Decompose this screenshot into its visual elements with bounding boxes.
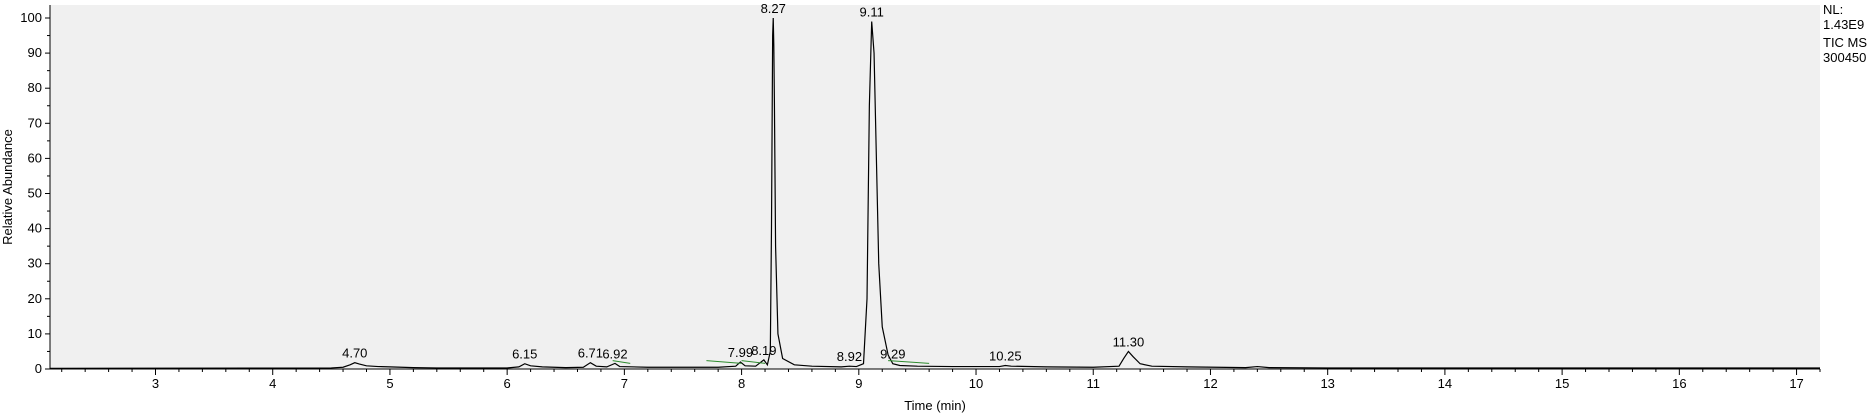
plot-area xyxy=(50,5,1820,369)
y-tick-label: 50 xyxy=(28,186,42,201)
y-tick-label: 90 xyxy=(28,45,42,60)
baseline-marker xyxy=(612,360,631,364)
x-tick-label: 15 xyxy=(1555,376,1569,391)
x-tick-label: 11 xyxy=(1086,376,1100,391)
tic-trace xyxy=(49,17,1820,369)
x-axis-title: Time (min) xyxy=(904,398,966,413)
nl-value: 1.43E9 xyxy=(1823,17,1865,32)
peak-label: 8.19 xyxy=(751,343,776,358)
peak-label: 9.29 xyxy=(880,347,905,362)
y-axis-title: Relative Abundance xyxy=(0,129,15,245)
y-tick-label: 20 xyxy=(28,291,42,306)
x-tick-label: 6 xyxy=(504,376,511,391)
y-tick-label: 80 xyxy=(28,80,42,95)
x-tick-label: 14 xyxy=(1438,376,1452,391)
baseline-marker xyxy=(706,360,742,364)
y-tick-label: 30 xyxy=(28,256,42,271)
x-tick-label: 9 xyxy=(855,376,862,391)
x-tick-label: 7 xyxy=(621,376,628,391)
y-tick-label: 70 xyxy=(28,115,42,130)
sample-name: 300450 xyxy=(1823,50,1867,65)
peak-label: 8.27 xyxy=(761,1,786,16)
x-tick-label: 17 xyxy=(1789,376,1803,391)
x-tick-label: 4 xyxy=(269,376,276,391)
scan-filter: TIC MS xyxy=(1823,35,1868,50)
peak-label: 7.99 xyxy=(728,345,753,360)
peak-label: 8.92 xyxy=(837,349,862,364)
peak-label: 6.15 xyxy=(512,347,537,362)
peak-label: 10.25 xyxy=(989,348,1022,363)
peak-label: 9.11 xyxy=(860,5,884,20)
y-tick-label: 40 xyxy=(28,221,42,236)
x-tick-label: 3 xyxy=(152,376,159,391)
x-tick-label: 12 xyxy=(1203,376,1217,391)
baseline-marker xyxy=(888,360,930,364)
y-tick-label: 100 xyxy=(20,10,42,25)
peak-label: 6.71 xyxy=(578,346,603,361)
y-tick-label: 60 xyxy=(28,150,42,165)
x-tick-label: 8 xyxy=(738,376,745,391)
x-tick-label: 13 xyxy=(1320,376,1334,391)
peak-label: 4.70 xyxy=(342,346,367,361)
nl-label: NL: xyxy=(1823,2,1844,17)
x-tick-label: 5 xyxy=(386,376,393,391)
y-tick-label: 0 xyxy=(35,361,42,376)
y-tick-label: 10 xyxy=(28,326,42,341)
peak-label: 6.92 xyxy=(602,346,627,361)
baseline-marker xyxy=(741,360,766,364)
peak-label: 11.30 xyxy=(1113,334,1145,349)
x-tick-label: 16 xyxy=(1672,376,1686,391)
x-tick-label: 10 xyxy=(969,376,983,391)
